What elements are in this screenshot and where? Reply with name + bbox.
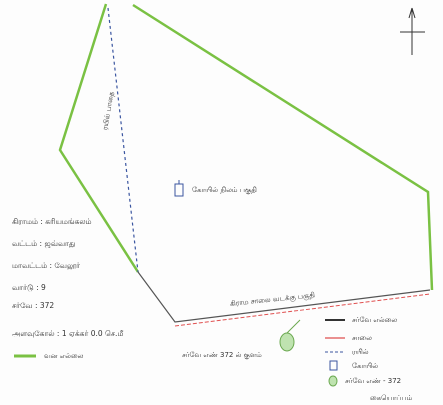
legend: சர்வே எல்லை சாலை ரயில் கோயில் சர்வே எண் … xyxy=(325,316,401,387)
legend-label: சர்வே எண் - 372 xyxy=(345,377,401,385)
pond-label: சர்வே எண் 372 ல் குளம் xyxy=(182,351,262,361)
info-line: சர்வே : 372 xyxy=(12,301,54,310)
legend-label: சாலை xyxy=(352,334,372,342)
north-arrow xyxy=(400,7,425,55)
legend-label: ரயில் xyxy=(352,348,369,356)
forest-boundary-west xyxy=(58,3,140,273)
forest-boundary-east xyxy=(132,3,434,291)
legend-label: கோயில் xyxy=(352,362,378,370)
signature: கையொப்பம் xyxy=(370,394,413,402)
legend-swatch xyxy=(328,375,338,387)
temple-icon xyxy=(174,180,184,197)
info-line: வட்டம் : ஜவ்வாது xyxy=(12,239,76,249)
legend-label: சர்வே எல்லை xyxy=(352,316,397,324)
info-line: மாவட்டம் : வேலூர் xyxy=(12,261,81,271)
survey-boundary xyxy=(137,271,431,323)
scale-text: அளவுகோல் : 1 ஏக்கர் 0.0 செ.மீ xyxy=(12,329,124,338)
legend-swatch xyxy=(329,360,338,371)
temple-label: கோயில் நிலம் பகுதி xyxy=(192,186,257,196)
pond-pointer xyxy=(286,319,301,334)
village-info: கிராமம் : கரியமங்கலம் வட்டம் : ஜவ்வாது ம… xyxy=(12,217,124,338)
rail-line xyxy=(107,7,139,273)
road xyxy=(174,293,431,327)
forest-legend-label: வன எல்லை xyxy=(44,352,84,360)
pond-icon xyxy=(279,332,295,352)
info-line: வார்டு : 9 xyxy=(12,283,46,292)
info-line: கிராமம் : கரியமங்கலம் xyxy=(12,217,92,226)
